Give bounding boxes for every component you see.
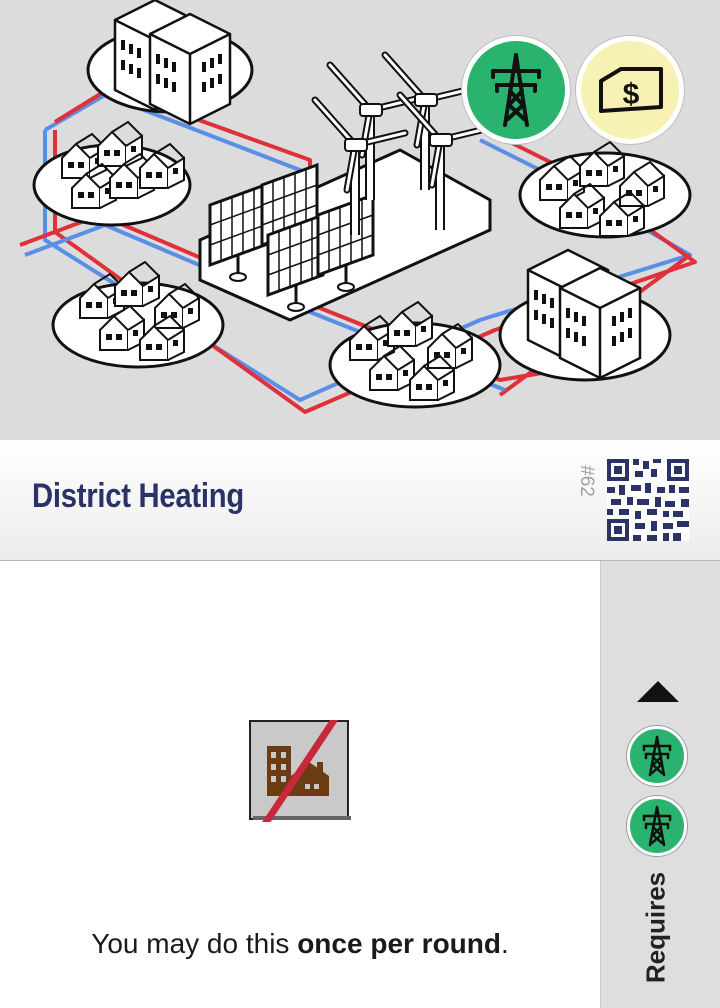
no-buildings-icon bbox=[249, 720, 351, 822]
power-pylon-icon bbox=[462, 36, 570, 144]
card-number: #62 bbox=[576, 465, 597, 497]
card-illustration: $ bbox=[0, 0, 720, 441]
title-bar bbox=[0, 440, 720, 561]
card-title: District Heating bbox=[32, 477, 244, 515]
power-pylon-icon bbox=[627, 796, 687, 856]
arrow-up-icon bbox=[637, 681, 679, 702]
effect-text: You may do this once per round. bbox=[91, 928, 509, 959]
qr-code bbox=[607, 459, 689, 541]
svg-text:$: $ bbox=[623, 78, 640, 111]
district-heating-illustration bbox=[19, 0, 697, 414]
power-pylon-icon bbox=[627, 726, 687, 786]
money-bill-icon: $ bbox=[576, 36, 684, 144]
requires-label: Requires bbox=[640, 871, 671, 984]
